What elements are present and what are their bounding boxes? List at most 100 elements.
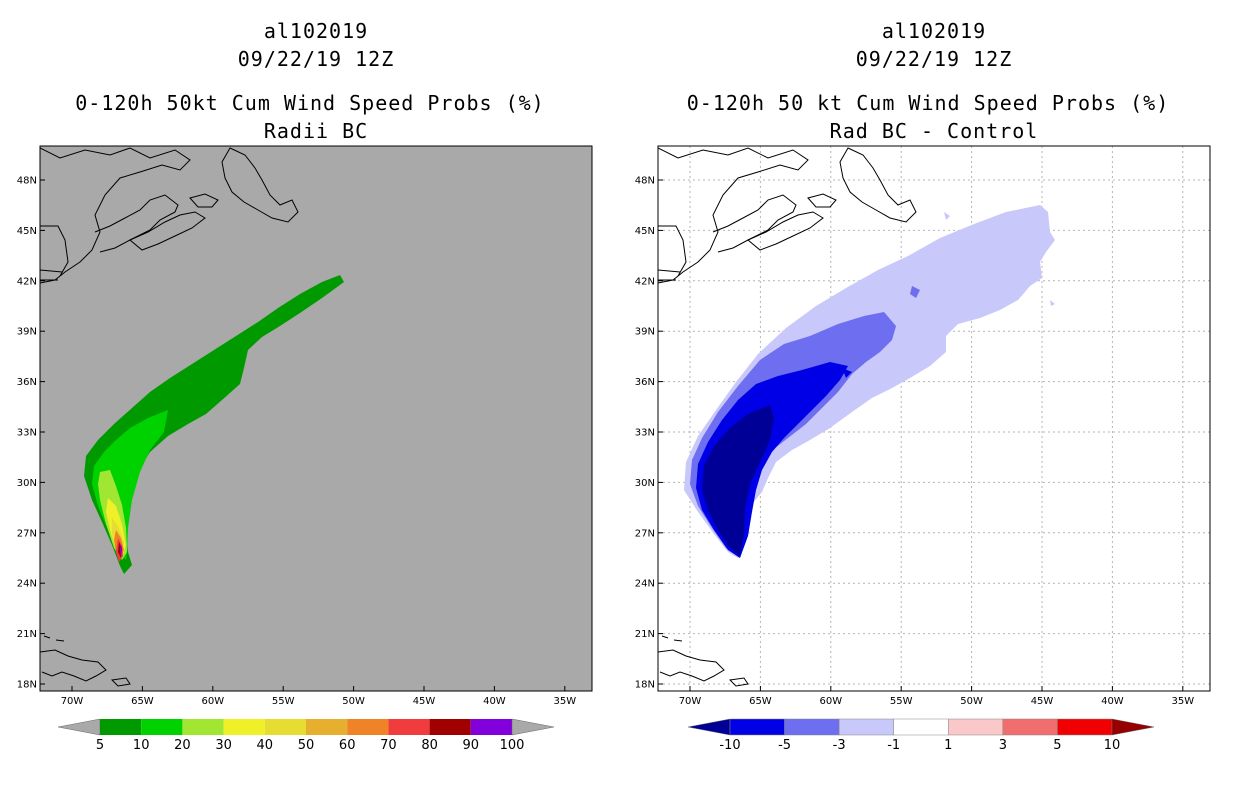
left-coastlines (40, 147, 299, 687)
right-lat-ticks: 48N 45N 42N 39N 36N 33N 30N 27N 24N 21N 18N (635, 176, 663, 691)
left-colorbar-segment (388, 719, 430, 735)
left-lat-label: 33N (17, 428, 37, 439)
left-colorbar-segment (223, 719, 265, 735)
left-border-us-canada (40, 225, 69, 277)
right-colorbar-below-arrow (687, 718, 731, 736)
right-storm-id: al102019 (881, 19, 987, 43)
right-lat-label: 42N (635, 276, 655, 287)
left-lon-label: 40W (483, 696, 506, 707)
right-gridlines (658, 146, 1210, 691)
right-colorbar-label: 5 (1053, 738, 1061, 753)
right-colorbar-segment (784, 718, 840, 736)
left-lon-label: 50W (342, 696, 365, 707)
left-colorbar-label: 90 (463, 738, 480, 753)
right-coast-pei (807, 193, 837, 208)
right-lon-label: 35W (1171, 696, 1194, 707)
left-probability-contours (84, 275, 344, 574)
left-map-figure: 48N 45N 42N 39N 36N 33N 30N 27N 24N 21N 18N 70W 65W… (17, 145, 593, 753)
left-map-frame (39, 145, 593, 692)
right-lat-label: 30N (635, 478, 655, 489)
right-lon-label: 60W (819, 696, 842, 707)
left-colorbar-label: 60 (339, 738, 356, 753)
right-difference-contours (684, 205, 1055, 558)
left-lat-label: 27N (17, 528, 37, 539)
left-lon-label: 60W (201, 696, 224, 707)
left-lat-label: 24N (17, 579, 37, 590)
left-colorbar-segment (306, 719, 348, 735)
right-map-background (658, 146, 1210, 691)
right-coastlines (658, 147, 917, 687)
right-colorbar-label: -3 (833, 738, 846, 753)
right-colorbar-label: -1 (887, 738, 900, 753)
right-colorbar-label: -10 (719, 738, 740, 753)
left-coast-pei (189, 193, 219, 208)
left-colorbar-segment (264, 719, 306, 735)
right-lat-label: 48N (635, 176, 655, 187)
left-title: 0-120h 50kt Cum Wind Speed Probs (%) (75, 91, 545, 115)
right-lon-label: 70W (679, 696, 702, 707)
right-coast-puerto-rico (728, 677, 749, 687)
left-colorbar-below-arrow (57, 718, 101, 736)
right-contour-minus1 (684, 205, 1055, 558)
right-lat-label: 27N (635, 528, 655, 539)
right-colorbar: -10 -5 -3 -1 1 3 5 10 (687, 718, 1155, 753)
left-colorbar-segment (347, 719, 389, 735)
left-lon-label: 55W (272, 696, 295, 707)
left-storm-id: al102019 (263, 19, 369, 43)
left-colorbar-segment (429, 719, 471, 735)
left-lon-label: 65W (131, 696, 154, 707)
right-lat-label: 21N (635, 629, 655, 640)
left-lon-ticks: 70W 65W 60W 55W 50W 45W 40W 35W (61, 686, 576, 707)
right-colorbar-segment (1057, 718, 1113, 736)
left-colorbar-above-arrow (511, 718, 555, 736)
left-coast-hispaniola (40, 649, 107, 682)
left-colorbar-segment (470, 719, 512, 735)
right-title: 0-120h 50 kt Cum Wind Speed Probs (%) (686, 91, 1170, 115)
right-lat-label: 39N (635, 327, 655, 338)
left-lat-label: 39N (17, 327, 37, 338)
left-coast-north-america (40, 147, 191, 284)
left-colorbar-label: 20 (174, 738, 191, 753)
right-border-state (658, 269, 681, 281)
right-colorbar-above-arrow (1111, 718, 1155, 736)
right-lon-label: 65W (749, 696, 772, 707)
right-contour-blob-a (842, 368, 852, 378)
right-contour-minus3 (690, 312, 896, 558)
right-lon-label: 45W (1031, 696, 1054, 707)
right-lat-label: 24N (635, 579, 655, 590)
left-lon-label: 70W (61, 696, 84, 707)
left-colorbar-label: 50 (298, 738, 315, 753)
left-contour-90 (120, 544, 122, 556)
left-coast-nova-scotia (129, 211, 206, 251)
left-lat-label: 30N (17, 478, 37, 489)
left-coast-newfoundland (221, 147, 299, 223)
left-colorbar-label: 30 (215, 738, 232, 753)
right-colorbar-segment (948, 718, 1004, 736)
right-contour-blob-c (944, 212, 1055, 306)
right-datetime: 09/22/19 12Z (855, 47, 1013, 71)
left-datetime: 09/22/19 12Z (237, 47, 395, 71)
left-subtitle: Radii BC (263, 119, 369, 143)
left-colorbar-label: 70 (380, 738, 397, 753)
right-colorbar-label: 10 (1104, 738, 1121, 753)
left-lat-label: 42N (17, 276, 37, 287)
left-colorbar-label: 100 (500, 738, 525, 753)
left-lat-label: 21N (17, 629, 37, 640)
right-lon-label: 40W (1101, 696, 1124, 707)
right-map-frame (657, 145, 1211, 692)
right-contour-minus5 (696, 362, 848, 558)
right-colorbar-segment (729, 718, 785, 736)
left-colorbar-segment (141, 719, 183, 735)
right-contour-blob-b (910, 286, 920, 298)
right-lon-label: 50W (960, 696, 983, 707)
right-lon-label: 55W (890, 696, 913, 707)
left-contour-5 (84, 275, 344, 574)
left-border-state (40, 269, 63, 281)
left-colorbar-segment (100, 719, 142, 735)
left-colorbar-segment (182, 719, 224, 735)
left-lat-label: 18N (17, 680, 37, 691)
left-lat-label: 48N (17, 176, 37, 187)
right-colorbar-label: 3 (999, 738, 1007, 753)
right-coast-nova-scotia (747, 211, 824, 251)
right-coast-hispaniola (658, 649, 725, 682)
